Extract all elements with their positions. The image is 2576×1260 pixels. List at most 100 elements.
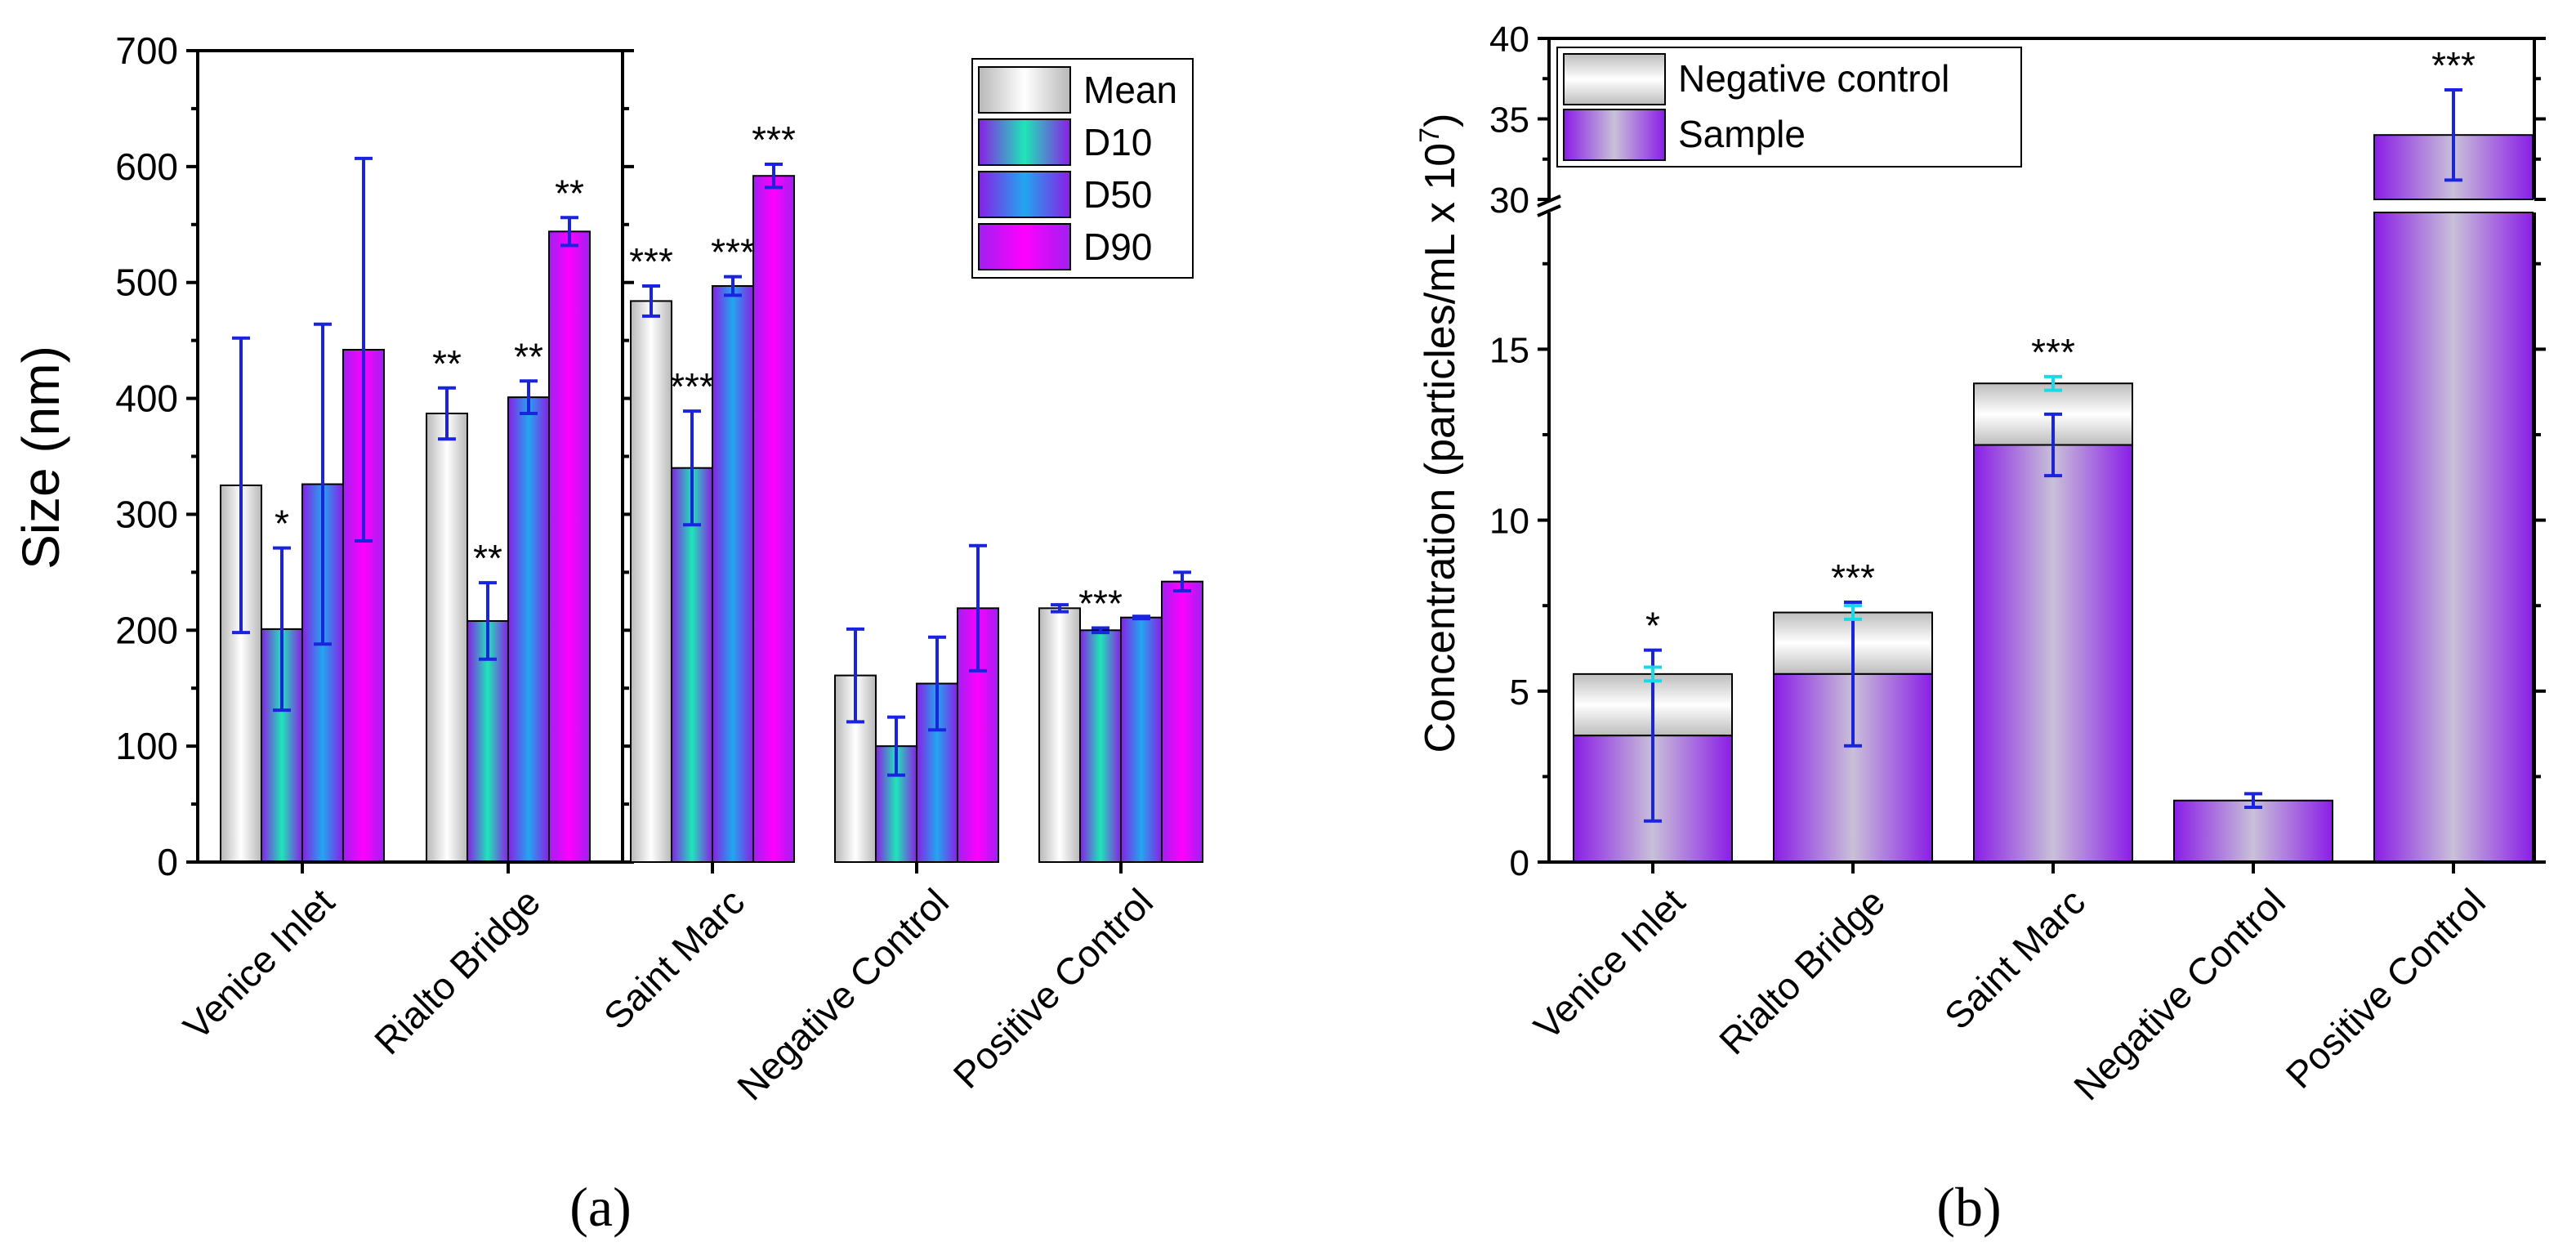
legend-label-b-sample: Sample	[1678, 113, 1806, 155]
y-axis-label-a: Size (nm)	[11, 346, 70, 570]
bar-b-sample-saint-marc	[1973, 444, 2133, 863]
error-bar-a-mean-negative-control	[846, 627, 864, 724]
bar-a-d50-saint-marc	[712, 284, 754, 864]
axis-break-mark	[1537, 194, 1561, 208]
bar-a-mean-rialto-bridge	[426, 413, 468, 863]
x-label-a-saint-marc: Saint Marc	[596, 880, 752, 1037]
error-bars-a	[232, 156, 1191, 777]
x-label-a-venice-inlet: Venice Inlet	[175, 880, 342, 1048]
error-bars-b	[1644, 88, 2462, 823]
y-axis-label-b: Concentration (particles/mL x 107)	[1414, 114, 1464, 753]
y-axis-label-b-main: Concentration (particles/mL x 10	[1417, 143, 1464, 753]
error-bar-b-sample-saint-marc	[2044, 412, 2062, 478]
y-tick-label-a: 500	[115, 261, 178, 304]
legend-swatch-a-d10	[978, 118, 1071, 166]
significance-labels-a: ************************	[275, 118, 1123, 624]
x-label-b-positive-control: Positive Control	[2278, 880, 2494, 1097]
y-tick-label-b: 5	[1510, 672, 1529, 713]
y-tick-label-a: 400	[115, 378, 178, 420]
y-tick-label-b: 30	[1489, 181, 1529, 221]
y-axis-label-b-exp: 7	[1414, 127, 1445, 143]
axis-break-mark	[1537, 204, 1561, 217]
bar-a-d50-negative-control	[916, 682, 958, 863]
axis-frame-a	[196, 49, 624, 864]
bar-b-sample-positive-control	[2373, 212, 2534, 863]
legend-label-a-d50: D50	[1083, 173, 1152, 216]
panel-label-b: (b)	[1936, 1176, 2001, 1238]
y-tick-label-b: 15	[1489, 330, 1529, 370]
y-tick-label-b: 40	[1489, 20, 1529, 60]
sig-a-mean-saint-marc: ***	[629, 240, 673, 283]
legend-swatch-b-sample	[1563, 109, 1666, 161]
y-tick-label-b: 35	[1489, 101, 1529, 141]
x-label-a-rialto-bridge: Rialto Bridge	[366, 880, 548, 1062]
significance-labels-b: **********	[1645, 44, 2476, 647]
x-label-b-venice-inlet: Venice Inlet	[1525, 880, 1693, 1048]
error-bar-b-negative-control-saint-marc	[2044, 374, 2062, 392]
x-label-b-negative-control: Negative Control	[2065, 880, 2293, 1108]
legend-label-a-d10: D10	[1083, 121, 1152, 163]
legend-a: Mean D10 D50 D90	[971, 58, 1194, 279]
legend-swatch-a-d90	[978, 223, 1071, 270]
sig-a-d50-rialto-bridge: **	[514, 335, 543, 378]
sig-a-d10-venice-inlet: *	[275, 503, 289, 545]
error-bar-a-d50-negative-control	[928, 635, 946, 732]
y-tick-label-a: 100	[115, 725, 178, 767]
y-tick-label-a: 0	[157, 841, 178, 883]
y-axis-label-b-close: )	[1417, 114, 1464, 127]
bar-a-d10-positive-control	[1079, 629, 1122, 863]
y-tick-label-a: 600	[115, 145, 178, 188]
sig-a-d90-rialto-bridge: **	[555, 172, 584, 214]
legend-b: Negative control Sample	[1556, 47, 2022, 168]
x-label-a-positive-control: Positive Control	[945, 880, 1162, 1097]
x-label-b-saint-marc: Saint Marc	[1936, 880, 2093, 1037]
bar-a-d90-rialto-bridge	[548, 230, 591, 864]
error-bar-a-d10-negative-control	[887, 715, 905, 777]
error-bar-a-d90-venice-inlet	[355, 156, 373, 543]
sig-a-d90-saint-marc: ***	[752, 118, 796, 161]
bar-a-d10-rialto-bridge	[467, 619, 509, 863]
error-bar-b-negative-control-venice-inlet	[1644, 665, 1662, 683]
bar-a-d90-saint-marc	[752, 175, 795, 864]
sig-a-d10-saint-marc: ***	[670, 365, 714, 408]
bars-a	[220, 175, 1203, 864]
error-bar-a-d10-saint-marc	[683, 409, 701, 527]
error-bar-a-d50-venice-inlet	[314, 322, 332, 646]
error-bar-a-d90-saint-marc	[765, 163, 783, 190]
error-bar-a-d50-positive-control	[1132, 614, 1150, 621]
error-bar-a-d10-venice-inlet	[273, 546, 291, 713]
error-bar-a-d90-positive-control	[1173, 570, 1191, 593]
bar-a-mean-positive-control	[1038, 607, 1081, 864]
error-bar-b-sample-negative-control	[2244, 792, 2262, 810]
error-bar-a-mean-rialto-bridge	[438, 386, 456, 441]
y-tick-label-a: 200	[115, 609, 178, 651]
error-bar-a-mean-saint-marc	[642, 284, 660, 318]
bar-a-mean-saint-marc	[630, 300, 672, 863]
axis-frame-b	[1547, 37, 2536, 864]
sig-b-rialto-bridge: ***	[1831, 556, 1875, 599]
error-bar-a-d10-positive-control	[1092, 626, 1109, 635]
y-tick-label-b: 0	[1510, 843, 1529, 883]
error-bar-a-mean-positive-control	[1051, 603, 1069, 614]
y-tick-label-a: 700	[115, 29, 178, 72]
bar-a-d50-positive-control	[1120, 616, 1163, 864]
error-bar-b-sample-rialto-bridge	[1844, 601, 1862, 748]
panel-label-a: (a)	[569, 1176, 631, 1238]
error-bar-b-sample-positive-control	[2444, 88, 2462, 182]
sig-a-d10-positive-control: ***	[1078, 582, 1123, 624]
category-labels-b: Venice Inlet Rialto Bridge Saint MarcNegat…	[1525, 862, 2493, 1108]
sig-b-saint-marc: ***	[2031, 331, 2075, 373]
bar-a-d50-rialto-bridge	[507, 396, 550, 864]
legend-label-a-d90: D90	[1083, 226, 1152, 268]
bar-a-d10-saint-marc	[671, 467, 713, 864]
sig-b-positive-control: ***	[2431, 44, 2476, 87]
legend-label-a-mean: Mean	[1083, 69, 1177, 111]
error-bar-b-negative-control-rialto-bridge	[1844, 604, 1862, 621]
category-labels-a: Venice Inlet Rialto Bridge Saint MarcNegat…	[175, 862, 1161, 1108]
legend-swatch-a-mean	[978, 66, 1071, 114]
y-tick-label-a: 300	[115, 493, 178, 535]
y-tick-label-b: 10	[1489, 502, 1529, 542]
